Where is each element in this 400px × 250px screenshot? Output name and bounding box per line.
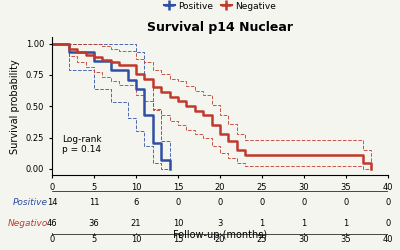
Text: 1: 1 <box>301 219 307 228</box>
Text: 36: 36 <box>89 219 99 228</box>
Text: 0: 0 <box>301 198 307 207</box>
Text: 20: 20 <box>215 235 225 244</box>
Text: Positive: Positive <box>13 198 48 207</box>
Text: 30: 30 <box>299 235 309 244</box>
Text: 6: 6 <box>133 198 139 207</box>
Legend: Positive, Negative: Positive, Negative <box>160 0 280 14</box>
Text: 0: 0 <box>259 198 265 207</box>
Y-axis label: Survival probability: Survival probability <box>10 59 20 154</box>
Text: 15: 15 <box>173 235 183 244</box>
Text: 14: 14 <box>47 198 57 207</box>
Text: 10: 10 <box>173 219 183 228</box>
Text: 0: 0 <box>49 235 55 244</box>
Text: 5: 5 <box>91 235 97 244</box>
Text: 35: 35 <box>341 235 351 244</box>
Text: 25: 25 <box>257 235 267 244</box>
Text: Negativo: Negativo <box>8 219 48 228</box>
Text: 0: 0 <box>217 198 223 207</box>
Text: 10: 10 <box>131 235 141 244</box>
Text: 1: 1 <box>259 219 265 228</box>
Text: 1: 1 <box>343 219 349 228</box>
Text: 0: 0 <box>385 219 391 228</box>
Text: Follow-up (months): Follow-up (months) <box>173 230 267 239</box>
Text: 40: 40 <box>383 235 393 244</box>
Text: 0: 0 <box>175 198 181 207</box>
Text: 46: 46 <box>47 219 57 228</box>
Text: 21: 21 <box>131 219 141 228</box>
Title: Survival p14 Nuclear: Survival p14 Nuclear <box>147 20 293 34</box>
Text: 0: 0 <box>385 198 391 207</box>
Text: Log-rank
p = 0.14: Log-rank p = 0.14 <box>62 135 102 154</box>
Text: 3: 3 <box>217 219 223 228</box>
Text: 11: 11 <box>89 198 99 207</box>
Text: 0: 0 <box>343 198 349 207</box>
